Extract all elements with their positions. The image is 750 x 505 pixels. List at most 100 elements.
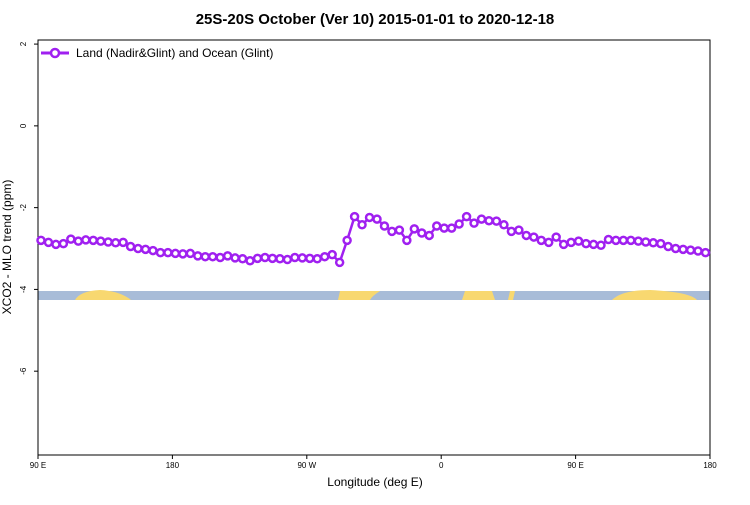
y-axis-label: XCO2 - MLO trend (ppm) (0, 180, 14, 315)
data-point (133, 243, 143, 254)
data-point (633, 236, 644, 246)
data-point (454, 219, 464, 229)
land-patch (612, 290, 697, 300)
data-point (499, 220, 509, 230)
data-point (641, 237, 651, 247)
data-point (342, 235, 352, 246)
land-patch (75, 290, 131, 300)
data-point (275, 253, 285, 264)
data-point (558, 239, 569, 250)
data-point (58, 238, 69, 249)
data-point (357, 220, 367, 230)
land-patch (508, 291, 515, 300)
data-point (215, 252, 225, 263)
data-point (514, 225, 524, 235)
data-point (148, 245, 158, 256)
data-point (155, 247, 166, 258)
data-point (36, 235, 46, 246)
data-point (282, 254, 293, 265)
data-point (297, 253, 308, 263)
data-point (476, 214, 487, 224)
x-tick-label: 90 W (297, 461, 316, 470)
data-point (327, 249, 337, 260)
data-point (200, 251, 211, 262)
data-point (439, 223, 449, 233)
x-tick-label: 180 (166, 461, 180, 470)
data-point (551, 232, 561, 242)
data-point (387, 226, 397, 237)
data-point (364, 212, 375, 223)
y-tick-label: -2 (19, 204, 28, 212)
y-tick-label: 0 (19, 123, 28, 128)
data-point (163, 247, 173, 258)
x-tick-label: 90 E (30, 461, 46, 470)
data-point (43, 237, 54, 248)
data-point (51, 239, 61, 250)
data-point (402, 235, 412, 246)
data-point (461, 211, 472, 222)
data-point (424, 230, 435, 241)
data-point (417, 228, 427, 238)
data-point (409, 224, 420, 234)
data-point (178, 249, 188, 259)
data-point (469, 218, 479, 228)
data-point (521, 230, 532, 241)
data-point (506, 226, 517, 237)
data-point (596, 240, 606, 251)
data-point (312, 253, 323, 264)
data-point (125, 241, 136, 252)
data-point (379, 221, 390, 231)
data-point (222, 251, 233, 261)
data-point (566, 237, 576, 248)
data-point (588, 239, 599, 250)
data-point (185, 248, 196, 259)
y-tick-label: -4 (19, 285, 28, 293)
data-point (252, 253, 263, 264)
data-point (670, 243, 681, 254)
data-point (245, 256, 255, 266)
data-point (685, 245, 696, 255)
data-point (334, 257, 345, 268)
data-point (700, 247, 711, 258)
data-point (305, 253, 315, 264)
legend: Land (Nadir&Glint) and Ocean (Glint) (41, 46, 273, 60)
data-point (693, 246, 703, 256)
land-patch (462, 291, 495, 300)
data-point (230, 253, 240, 263)
land-patch (338, 291, 380, 300)
data-point (88, 235, 99, 246)
data-point (446, 223, 457, 233)
legend-label: Land (Nadir&Glint) and Ocean (Glint) (76, 46, 273, 60)
data-point (207, 251, 218, 262)
data-point (140, 244, 151, 255)
data-point (237, 253, 248, 264)
data-point (648, 238, 659, 248)
data-point (655, 238, 666, 249)
data-point (319, 251, 330, 262)
data-point (394, 225, 405, 235)
x-tick-label: 180 (703, 461, 717, 470)
data-point (103, 237, 113, 247)
data-point (118, 237, 128, 248)
data-point (491, 216, 502, 226)
data-point (573, 236, 584, 246)
data-point (73, 236, 84, 246)
data-point (260, 252, 270, 263)
data-point (611, 235, 621, 246)
plot-frame (37, 39, 711, 456)
data-point (349, 211, 360, 222)
data-point (603, 234, 614, 245)
data-point (431, 221, 442, 231)
data-point (81, 235, 91, 245)
x-axis-label: Longitude (deg E) (327, 475, 422, 489)
data-point (543, 237, 554, 248)
ocean-strip (38, 291, 710, 300)
data-point (529, 232, 539, 242)
y-tick-label: -6 (19, 367, 28, 375)
data-point (95, 236, 106, 246)
data-point (618, 235, 629, 246)
data-point (678, 244, 688, 255)
x-tick-label: 0 (439, 461, 444, 470)
data-point (581, 238, 591, 249)
